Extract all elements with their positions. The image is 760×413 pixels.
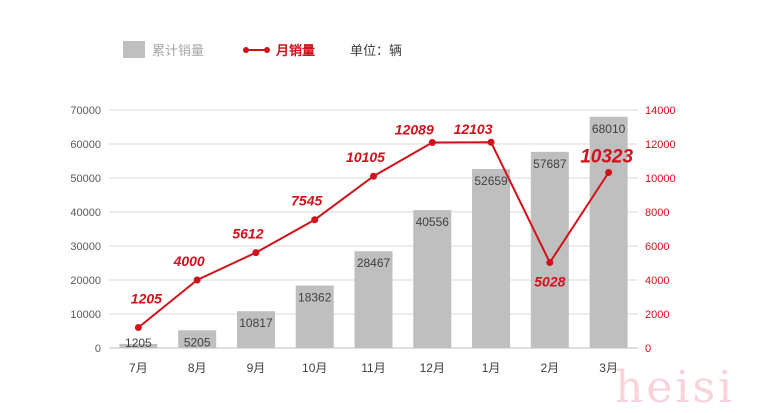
left-tick-label: 40000 [70, 207, 101, 219]
line-value-label: 12089 [395, 121, 434, 137]
right-tick-label: 0 [645, 343, 651, 355]
legend-line-label: 月销量 [275, 43, 315, 58]
left-tick-label: 70000 [70, 105, 101, 117]
line-point [546, 259, 554, 267]
bar [413, 210, 452, 348]
line-value-label: 4000 [173, 253, 205, 269]
legend-bar-label: 累计销量 [152, 43, 204, 58]
bar [589, 116, 628, 349]
bar-value-label: 68010 [592, 122, 626, 136]
right-tick-label: 6000 [645, 241, 669, 253]
bar [472, 168, 511, 348]
line-point [428, 138, 436, 146]
bar [530, 151, 569, 348]
bar-value-label: 40556 [416, 215, 450, 229]
left-tick-label: 60000 [70, 139, 101, 151]
line-point [311, 216, 319, 224]
bar-value-label: 1205 [125, 336, 152, 350]
right-tick-label: 10000 [645, 173, 676, 185]
line-value-label: 10105 [346, 149, 385, 165]
bar [236, 311, 275, 348]
left-tick-label: 10000 [70, 309, 101, 321]
category-label: 2月 [540, 361, 559, 375]
bar-value-label: 52659 [474, 174, 508, 188]
line-value-label: 5028 [534, 274, 565, 290]
category-label: 12月 [420, 361, 445, 375]
line-value-label: 10323 [580, 147, 633, 168]
right-tick-label: 8000 [645, 207, 669, 219]
left-tick-label: 0 [95, 343, 101, 355]
bar [354, 251, 393, 348]
bar [295, 285, 334, 348]
bar [178, 330, 217, 348]
left-tick-label: 30000 [70, 241, 101, 253]
right-tick-label: 12000 [645, 139, 676, 151]
bar-value-label: 5205 [184, 335, 211, 349]
line-point [134, 324, 142, 332]
category-label: 10月 [302, 361, 327, 375]
category-label: 1月 [482, 361, 501, 375]
left-tick-label: 20000 [70, 275, 101, 287]
legend-bar-swatch [123, 41, 145, 58]
bar [119, 343, 158, 348]
line-point [487, 138, 495, 146]
category-label: 3月 [599, 361, 618, 375]
watermark: heisi [615, 362, 735, 413]
category-label: 8月 [188, 361, 207, 375]
category-label: 9月 [247, 361, 266, 375]
bar-value-label: 10817 [239, 316, 273, 330]
right-tick-label: 4000 [645, 275, 669, 287]
category-label: 7月 [129, 361, 148, 375]
line-point [252, 249, 260, 257]
line-point [193, 276, 201, 284]
legend-line-marker [264, 47, 270, 53]
legend-line-marker [243, 47, 249, 53]
left-tick-label: 50000 [70, 173, 101, 185]
line-value-label: 12103 [454, 121, 493, 137]
line-point [370, 172, 377, 180]
line-value-label: 5612 [232, 226, 263, 242]
right-tick-label: 2000 [645, 309, 669, 321]
category-label: 11月 [361, 361, 385, 375]
bar-value-label: 18362 [298, 291, 332, 305]
bar-value-label: 57687 [533, 157, 567, 171]
line-value-label: 1205 [131, 291, 162, 307]
line-point [605, 169, 613, 177]
right-tick-label: 14000 [645, 105, 676, 117]
line-value-label: 7545 [291, 193, 322, 209]
unit-label: 单位：辆 [350, 43, 402, 58]
bar-value-label: 28467 [357, 256, 391, 270]
